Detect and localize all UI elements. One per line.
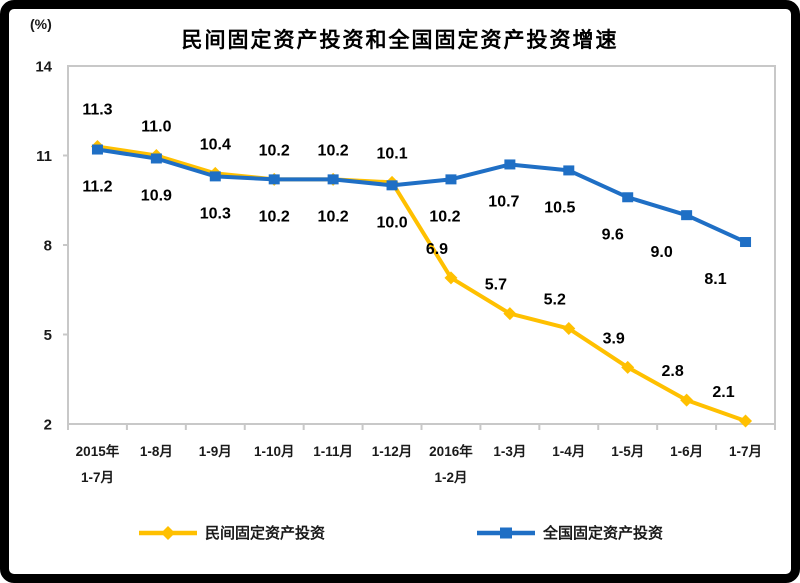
series-national xyxy=(91,144,752,248)
svg-text:1-5月: 1-5月 xyxy=(611,444,644,459)
svg-text:2.1: 2.1 xyxy=(712,384,734,401)
legend-line-diamond-icon xyxy=(138,525,197,540)
legend-label-private: 民间固定资产投资 xyxy=(204,525,325,542)
svg-text:2: 2 xyxy=(44,417,52,434)
series-data-labels: 11.2 10.9 10.3 10.2 10.2 10.0 10.2 10.7 10.5 9.6 9… xyxy=(82,179,726,288)
svg-text:14: 14 xyxy=(35,59,52,76)
x-axis: 2015年 1-7月 1-8月 1-9月 1-10月 1-11月 1-12月 2016年 1-2… xyxy=(67,424,776,485)
svg-text:1-6月: 1-6月 xyxy=(670,444,703,459)
svg-text:10.7: 10.7 xyxy=(488,193,519,210)
svg-text:2.8: 2.8 xyxy=(662,363,684,380)
svg-text:10.4: 10.4 xyxy=(200,136,231,153)
svg-text:10.3: 10.3 xyxy=(200,205,231,222)
svg-text:10.0: 10.0 xyxy=(376,214,407,231)
svg-text:1-12月: 1-12月 xyxy=(372,444,413,459)
svg-text:1-4月: 1-4月 xyxy=(552,444,585,459)
svg-text:8: 8 xyxy=(44,238,52,255)
svg-text:3.9: 3.9 xyxy=(603,330,625,347)
svg-text:1-9月: 1-9月 xyxy=(199,444,232,459)
svg-text:10.5: 10.5 xyxy=(544,199,575,216)
svg-text:9.0: 9.0 xyxy=(651,244,673,261)
y-axis: 14 11 8 5 2 xyxy=(35,59,68,434)
svg-text:5.2: 5.2 xyxy=(544,292,566,309)
svg-text:1-3月: 1-3月 xyxy=(493,444,526,459)
svg-text:2016年: 2016年 xyxy=(429,443,473,459)
svg-text:1-11月: 1-11月 xyxy=(313,444,353,459)
svg-text:11: 11 xyxy=(36,148,52,165)
svg-text:11.3: 11.3 xyxy=(82,102,112,119)
svg-text:5.7: 5.7 xyxy=(485,277,507,294)
svg-text:10.2: 10.2 xyxy=(429,208,460,225)
svg-text:1-10月: 1-10月 xyxy=(254,444,295,459)
series-data-labels: 11.3 11.0 10.4 10.2 10.2 10.1 6.9 5.7 5.2 3.9 2.8 2… xyxy=(82,102,734,401)
svg-text:1-7月: 1-7月 xyxy=(81,470,114,485)
svg-text:2015年: 2015年 xyxy=(76,443,120,459)
svg-text:10.2: 10.2 xyxy=(259,142,290,159)
svg-text:5: 5 xyxy=(44,327,52,344)
svg-text:1-7月: 1-7月 xyxy=(729,444,762,459)
svg-text:10.2: 10.2 xyxy=(318,142,349,159)
svg-text:10.2: 10.2 xyxy=(318,208,349,225)
svg-text:9.6: 9.6 xyxy=(602,226,624,243)
chart-legend: 民间固定资产投资 全国固定资产投资 xyxy=(0,522,800,543)
svg-text:10.2: 10.2 xyxy=(259,208,290,225)
svg-text:8.1: 8.1 xyxy=(704,271,726,288)
svg-text:11.2: 11.2 xyxy=(82,179,112,196)
legend-label-national: 全国固定资产投资 xyxy=(543,525,664,542)
y-axis-unit-label: (%) xyxy=(30,16,52,32)
svg-text:10.1: 10.1 xyxy=(376,145,407,162)
svg-text:11.0: 11.0 xyxy=(141,119,171,136)
svg-text:10.9: 10.9 xyxy=(141,187,172,204)
chart-title: 民间固定资产投资和全国固定资产投资增速 xyxy=(181,29,619,52)
svg-text:1-8月: 1-8月 xyxy=(140,444,173,459)
svg-text:1-2月: 1-2月 xyxy=(434,470,467,485)
legend-item-national: 全国固定资产投资 xyxy=(475,522,663,543)
legend-item-private: 民间固定资产投资 xyxy=(137,522,325,543)
legend-line-square-icon xyxy=(477,527,535,538)
svg-text:6.9: 6.9 xyxy=(426,241,448,258)
